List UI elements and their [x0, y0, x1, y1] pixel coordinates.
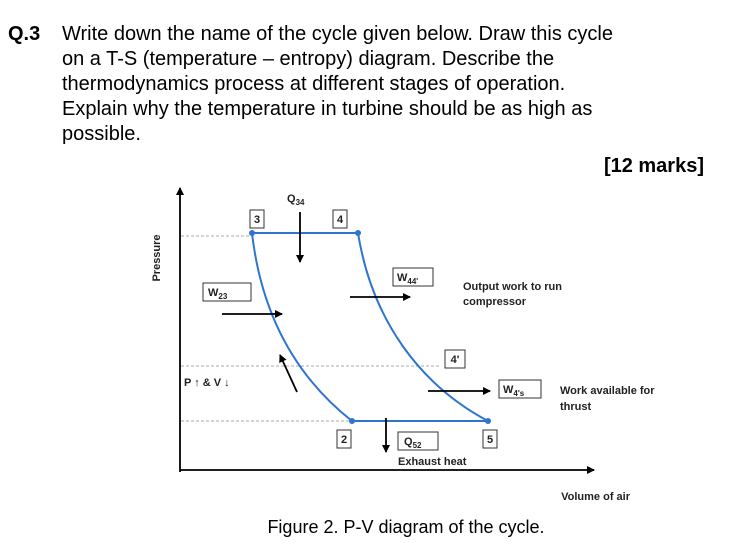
state-label: 4' — [451, 354, 460, 366]
label-box — [498, 379, 542, 399]
label-box — [397, 431, 439, 451]
question-line: Write down the name of the cycle given b… — [62, 23, 613, 45]
marks: [12 marks] — [604, 155, 704, 177]
compression-note: P ↑ & V ↓ — [184, 377, 230, 389]
work-available: thrust — [560, 401, 592, 413]
label-box — [336, 429, 352, 449]
question-line: possible. — [62, 123, 141, 145]
subscript: 44' — [407, 277, 418, 286]
question-line: Explain why the temperature in turbine s… — [62, 98, 592, 120]
subscript: 23 — [218, 292, 227, 301]
state-label: 5 — [487, 434, 493, 446]
label-box — [482, 429, 498, 449]
w44-label: W44' — [397, 272, 418, 286]
state-point — [349, 418, 355, 424]
state-point — [485, 418, 491, 424]
diagram: Pressure Volume of air 3 4 4' 2 5 Q34 W2… — [151, 187, 655, 503]
figure-caption: Figure 2. P-V diagram of the cycle. — [267, 517, 544, 537]
subscript: 52 — [413, 441, 422, 450]
symbol: Q — [404, 436, 413, 448]
symbol: W — [503, 384, 514, 396]
state-label: 4 — [337, 214, 344, 226]
subscript: 4's — [513, 389, 524, 398]
question-line: thermodynamics process at different stag… — [62, 73, 565, 95]
state-point — [249, 230, 255, 236]
w4s-label: W4's — [503, 384, 525, 398]
y-axis-label: Pressure — [151, 234, 163, 281]
arrow — [279, 354, 298, 393]
label-box — [202, 282, 252, 302]
work-available: Work available for — [560, 385, 655, 397]
symbol: W — [397, 272, 408, 284]
label-box — [444, 349, 466, 369]
label-box — [332, 209, 348, 229]
label-box — [392, 267, 434, 287]
output-work: Output work to run — [463, 281, 562, 293]
cycle-curve — [250, 232, 489, 422]
state-label: 2 — [341, 434, 347, 446]
output-work: compressor — [463, 296, 527, 308]
question-number: Q.3 — [8, 23, 40, 45]
state-point — [355, 230, 361, 236]
q52-label: Q52 — [404, 436, 422, 450]
exhaust-heat: Exhaust heat — [398, 456, 467, 468]
x-axis-label: Volume of air — [561, 491, 631, 503]
symbol: W — [208, 287, 219, 299]
q34-label: Q34 — [287, 193, 305, 207]
symbol: Q — [287, 193, 296, 205]
subscript: 34 — [296, 198, 305, 207]
question-line: on a T-S (temperature – entropy) diagram… — [62, 48, 554, 70]
label-box — [249, 209, 265, 229]
state-label: 3 — [254, 214, 260, 226]
w23-label: W23 — [208, 287, 228, 301]
